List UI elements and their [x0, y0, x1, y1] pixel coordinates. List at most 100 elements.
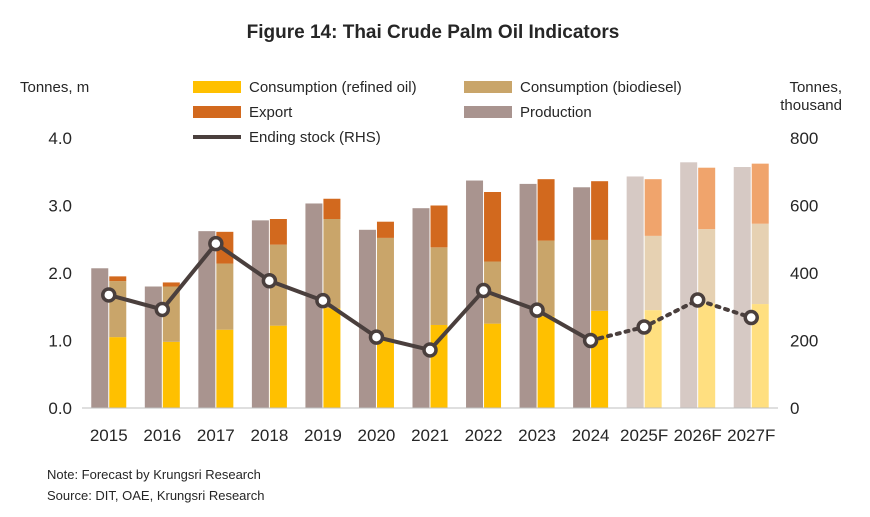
ending-stock-point [368, 329, 385, 345]
consumption-refined-oil-bar [162, 341, 180, 408]
left-tick-label: 0.0 [48, 399, 72, 418]
export-bar [109, 276, 127, 282]
export-bar [323, 198, 341, 219]
export-bar [537, 179, 555, 241]
consumption-refined-oil-bar [698, 303, 716, 408]
ending-stock-point [154, 301, 171, 318]
consumption-refined-oil-bar [376, 340, 394, 408]
x-tick-label: 2017 [197, 426, 235, 445]
export-bar [698, 167, 716, 230]
legend-label: Consumption (biodiesel) [520, 79, 682, 96]
consumption-biodiesel-bar [698, 229, 716, 304]
x-tick-label: 2026F [674, 426, 722, 445]
ending-stock-line-actual [108, 241, 592, 352]
export-bar [644, 179, 662, 236]
consumption-refined-oil-bar [269, 325, 287, 408]
legend-label: Production [520, 104, 592, 121]
consumption-biodiesel-bar [537, 240, 555, 317]
x-axis-ticks: 2015 2016 2017 2018 2019 2020 2021 2022 2023 2024… [90, 426, 775, 445]
consumption-refined-oil-bar [644, 310, 662, 408]
x-tick-label: 2027F [727, 426, 775, 445]
production-bar [412, 208, 430, 408]
right-axis-unit-line1: Tonnes, [789, 79, 842, 96]
right-axis-unit-line2: thousand [780, 97, 842, 114]
ending-stock-point [475, 282, 492, 299]
right-axis-ticks: 0 200 400 600 800 [790, 129, 818, 418]
right-tick-label: 400 [790, 264, 818, 283]
legend-swatch [193, 106, 241, 118]
legend-swatch [193, 81, 241, 93]
consumption-refined-oil-bar [591, 310, 609, 408]
export-bar [430, 205, 448, 248]
consumption-refined-oil-bar [323, 308, 341, 408]
legend-swatch [464, 106, 512, 118]
consumption-refined-oil-bar [537, 316, 555, 408]
legend-label: Consumption (refined oil) [249, 79, 417, 96]
production-bar [680, 162, 698, 408]
export-bar [376, 221, 394, 238]
right-tick-label: 0 [790, 399, 799, 418]
consumption-biodiesel-bar [216, 263, 234, 330]
consumption-refined-oil-bar [109, 337, 127, 408]
x-tick-label: 2021 [411, 426, 449, 445]
right-tick-label: 200 [790, 332, 818, 351]
production-bar [305, 203, 323, 408]
production-bar [573, 187, 591, 408]
consumption-biodiesel-bar [376, 237, 394, 341]
left-axis-unit: Tonnes, m [20, 79, 89, 96]
ending-stock-point [422, 342, 438, 358]
production-bar [358, 229, 376, 408]
x-tick-label: 2018 [250, 426, 288, 445]
legend-label: Ending stock (RHS) [249, 129, 381, 146]
consumption-biodiesel-bar [591, 239, 609, 311]
ending-stock-line [101, 235, 759, 358]
left-tick-label: 2.0 [48, 264, 72, 283]
production-bar [626, 176, 644, 408]
consumption-refined-oil-bar [216, 329, 234, 408]
production-bar [466, 180, 484, 408]
left-tick-label: 4.0 [48, 129, 72, 148]
consumption-biodiesel-bar [751, 223, 769, 305]
bars [91, 162, 769, 408]
note-text: Note: Forecast by Krungsri Research [47, 467, 261, 482]
x-tick-label: 2020 [358, 426, 396, 445]
right-tick-label: 600 [790, 197, 818, 216]
consumption-biodiesel-bar [162, 286, 180, 342]
source-text: Source: DIT, OAE, Krungsri Research [47, 488, 264, 503]
legend-swatch [464, 81, 512, 93]
ending-stock-point [582, 332, 599, 349]
production-bar [733, 167, 751, 408]
left-axis-ticks: 0.0 1.0 2.0 3.0 4.0 [48, 129, 72, 418]
left-tick-label: 3.0 [48, 197, 72, 216]
x-tick-label: 2016 [143, 426, 181, 445]
ending-stock-point [529, 302, 545, 318]
legend-label: Export [249, 104, 293, 121]
ending-stock-point [636, 319, 652, 335]
export-bar [162, 282, 180, 287]
export-bar [751, 163, 769, 224]
production-bar [91, 268, 109, 408]
production-bar [144, 286, 162, 408]
consumption-biodiesel-bar [323, 219, 341, 309]
right-tick-label: 800 [790, 129, 818, 148]
ending-stock-point [315, 292, 331, 309]
x-tick-label: 2025F [620, 426, 668, 445]
ending-stock-line-forecast [588, 297, 754, 343]
ending-stock-point [208, 235, 224, 252]
production-bar [519, 183, 537, 408]
ending-stock-point [689, 292, 706, 308]
x-tick-label: 2019 [304, 426, 342, 445]
production-bar [198, 231, 216, 408]
x-tick-label: 2015 [90, 426, 128, 445]
export-bar [484, 192, 502, 262]
consumption-biodiesel-bar [644, 235, 662, 311]
x-tick-label: 2024 [572, 426, 610, 445]
chart-title: Figure 14: Thai Crude Palm Oil Indicator… [247, 22, 620, 43]
ending-stock-point [261, 273, 278, 289]
production-bar [251, 220, 269, 408]
consumption-biodiesel-bar [430, 247, 448, 325]
consumption-refined-oil-bar [484, 323, 502, 408]
export-bar [591, 181, 609, 240]
left-tick-label: 1.0 [48, 332, 72, 351]
